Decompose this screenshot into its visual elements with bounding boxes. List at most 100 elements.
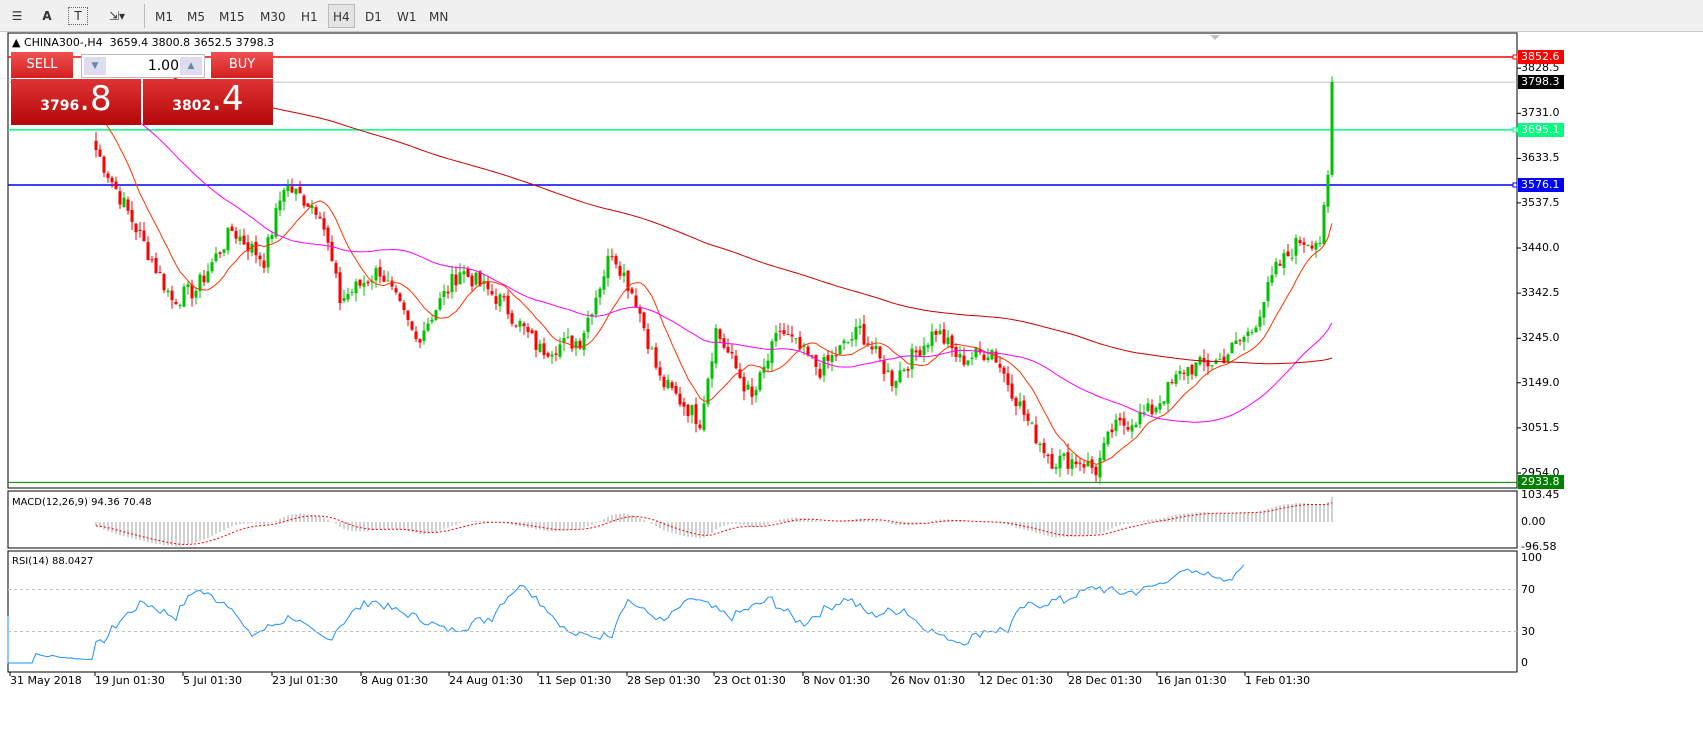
timeframe-d1[interactable]: D1 — [365, 10, 382, 24]
macd-tick-label: 0.00 — [1521, 515, 1546, 528]
candle-body — [218, 252, 222, 254]
candle-body — [486, 281, 490, 290]
candle-body — [1322, 204, 1326, 245]
moving-average-12 — [95, 110, 1333, 465]
candle-body — [522, 323, 526, 327]
candle-body — [738, 369, 742, 379]
toolbar-separator — [144, 4, 145, 28]
candle-body — [526, 326, 530, 332]
candle-body — [630, 288, 634, 294]
candle-body — [1010, 383, 1014, 399]
timeframe-m30[interactable]: M30 — [260, 10, 286, 24]
candle-body — [374, 268, 378, 281]
volume-input[interactable] — [109, 56, 179, 76]
chart-area[interactable] — [0, 33, 1703, 752]
candle-body — [626, 270, 630, 291]
buy-price[interactable]: 3802.4 — [143, 79, 273, 125]
candle-body — [282, 189, 286, 202]
candle-body — [1098, 457, 1102, 478]
candle-body — [1194, 362, 1198, 376]
candle-body — [214, 253, 218, 261]
candle-body — [834, 355, 838, 357]
candle-body — [682, 402, 686, 407]
candle-body — [502, 296, 506, 298]
candle-body — [1306, 244, 1310, 246]
candle-body — [1078, 462, 1082, 464]
buy-button[interactable]: BUY — [211, 52, 273, 78]
candle-body — [670, 382, 674, 389]
timeframe-m15[interactable]: M15 — [219, 10, 245, 24]
candle-body — [1054, 466, 1058, 469]
candle-body — [1102, 442, 1106, 460]
candle-body — [494, 296, 498, 304]
candle-body — [106, 173, 110, 179]
price-tick-label: 3440.0 — [1521, 241, 1560, 255]
candle-body — [742, 376, 746, 392]
candle-body — [914, 350, 918, 353]
candle-body — [1026, 413, 1030, 421]
candle-body — [422, 330, 426, 341]
candle-body — [98, 149, 102, 157]
candle-body — [906, 368, 910, 371]
candle-body — [734, 355, 738, 369]
candle-body — [206, 271, 210, 283]
candle-body — [878, 346, 882, 359]
macd-tick-label: -96.58 — [1521, 540, 1557, 554]
candle-body — [350, 291, 354, 293]
candle-body — [1254, 327, 1258, 333]
candle-body — [490, 291, 494, 295]
candle-body — [634, 295, 638, 308]
candle-body — [342, 298, 346, 301]
volume-increase-button[interactable]: ▲ — [180, 57, 202, 75]
candle-body — [870, 346, 874, 350]
text-icon[interactable]: A — [42, 9, 52, 23]
candle-body — [166, 290, 170, 293]
candle-body — [978, 349, 982, 353]
candle-body — [790, 334, 794, 337]
candle-body — [1302, 242, 1306, 245]
timeframe-m5[interactable]: M5 — [187, 10, 205, 24]
rsi-tick-label: 30 — [1521, 624, 1535, 638]
timeframe-m1[interactable]: M1 — [155, 10, 173, 24]
horizontal-lines-icon[interactable]: ☰ — [11, 9, 23, 23]
candle-body — [230, 226, 234, 231]
candle-body — [826, 355, 830, 361]
rsi-pane-frame — [7, 550, 1518, 673]
rsi-tick-label: 0 — [1521, 656, 1528, 669]
candle-body — [1018, 401, 1022, 407]
candle-body — [1106, 431, 1110, 445]
candle-body — [750, 386, 754, 397]
timeframe-w1[interactable]: W1 — [397, 10, 417, 24]
candle-body — [686, 404, 690, 416]
candle-body — [1202, 357, 1206, 363]
candle-body — [798, 336, 802, 350]
candle-body — [986, 357, 990, 360]
candle-body — [442, 290, 446, 297]
candle-body — [854, 326, 858, 340]
candle-body — [954, 346, 958, 357]
candle-body — [1050, 454, 1054, 469]
arrows-icon[interactable]: ⇲▾ — [108, 9, 126, 23]
candle-body — [886, 370, 890, 372]
candle-body — [1258, 316, 1262, 327]
candle-body — [534, 330, 538, 350]
timeframe-mn[interactable]: MN — [429, 10, 449, 24]
timeframe-h1[interactable]: H1 — [301, 10, 318, 24]
candle-body — [766, 360, 770, 369]
sell-price[interactable]: 3796.8 — [11, 79, 141, 125]
sell-price-frac: .8 — [79, 79, 112, 119]
text-label-icon[interactable]: T — [68, 7, 88, 25]
volume-decrease-button[interactable]: ▼ — [84, 57, 106, 75]
candle-body — [1246, 331, 1250, 337]
candle-body — [1290, 257, 1294, 259]
candle-body — [730, 351, 734, 354]
candle-body — [382, 275, 386, 282]
candle-body — [134, 223, 138, 233]
sell-button[interactable]: SELL — [11, 52, 73, 78]
timeframe-h4[interactable]: H4 — [328, 4, 355, 28]
chart-title: ▲ CHINA300-,H4 3659.4 3800.8 3652.5 3798… — [12, 36, 275, 49]
price-tick-label: 3633.5 — [1521, 151, 1560, 165]
candle-body — [910, 348, 914, 370]
candle-body — [170, 290, 174, 301]
candle-body — [678, 393, 682, 405]
